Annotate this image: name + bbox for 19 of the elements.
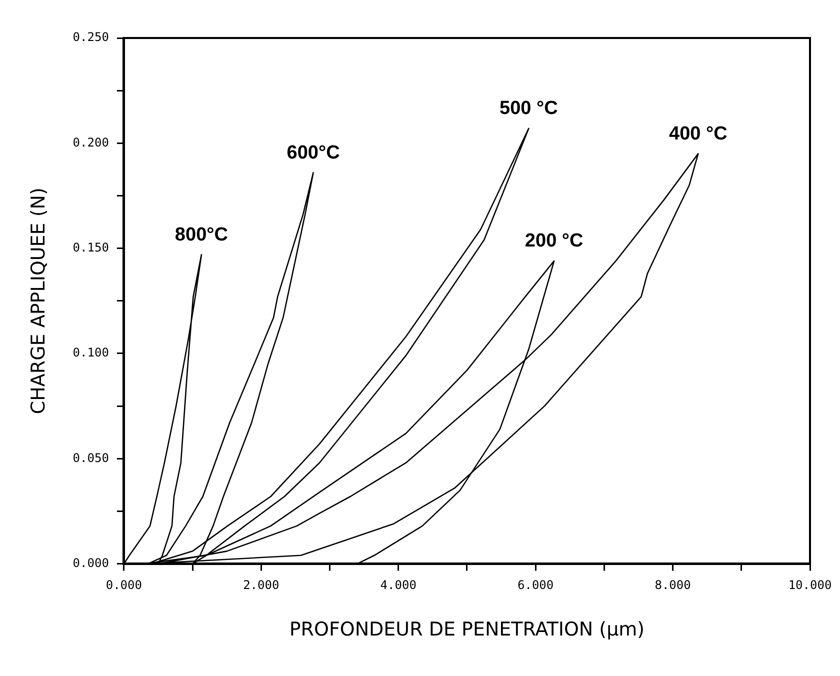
series-label: 500 °C bbox=[500, 98, 558, 120]
y-tick-label: 0.250 bbox=[72, 30, 109, 44]
x-tick-label: 6.000 bbox=[518, 578, 554, 592]
y-tick-label: 0.200 bbox=[72, 135, 109, 150]
x-tick-label: 4.000 bbox=[380, 578, 416, 592]
x-tick-label: 2.000 bbox=[243, 578, 280, 592]
series-label: 200 °C bbox=[524, 230, 584, 252]
x-tick-label: 0.000 bbox=[106, 578, 142, 592]
x-axis-title: PROFONDEUR DE PENETRATION (µm) bbox=[289, 618, 645, 641]
y-tick-label: 0.100 bbox=[72, 346, 109, 360]
y-tick-label: 0.050 bbox=[72, 450, 109, 465]
x-tick-label: 8.000 bbox=[654, 578, 691, 592]
y-tick-label: 0.000 bbox=[72, 556, 109, 570]
series-label: 400 °C bbox=[669, 123, 728, 144]
y-axis-title: CHARGE APPLIQUEE (N) bbox=[27, 188, 50, 414]
x-tick-label: 10.000 bbox=[788, 578, 832, 592]
y-tick-label: 0.150 bbox=[72, 240, 109, 254]
series-label: 800°C bbox=[174, 224, 228, 246]
series-label: 600°C bbox=[286, 142, 340, 164]
